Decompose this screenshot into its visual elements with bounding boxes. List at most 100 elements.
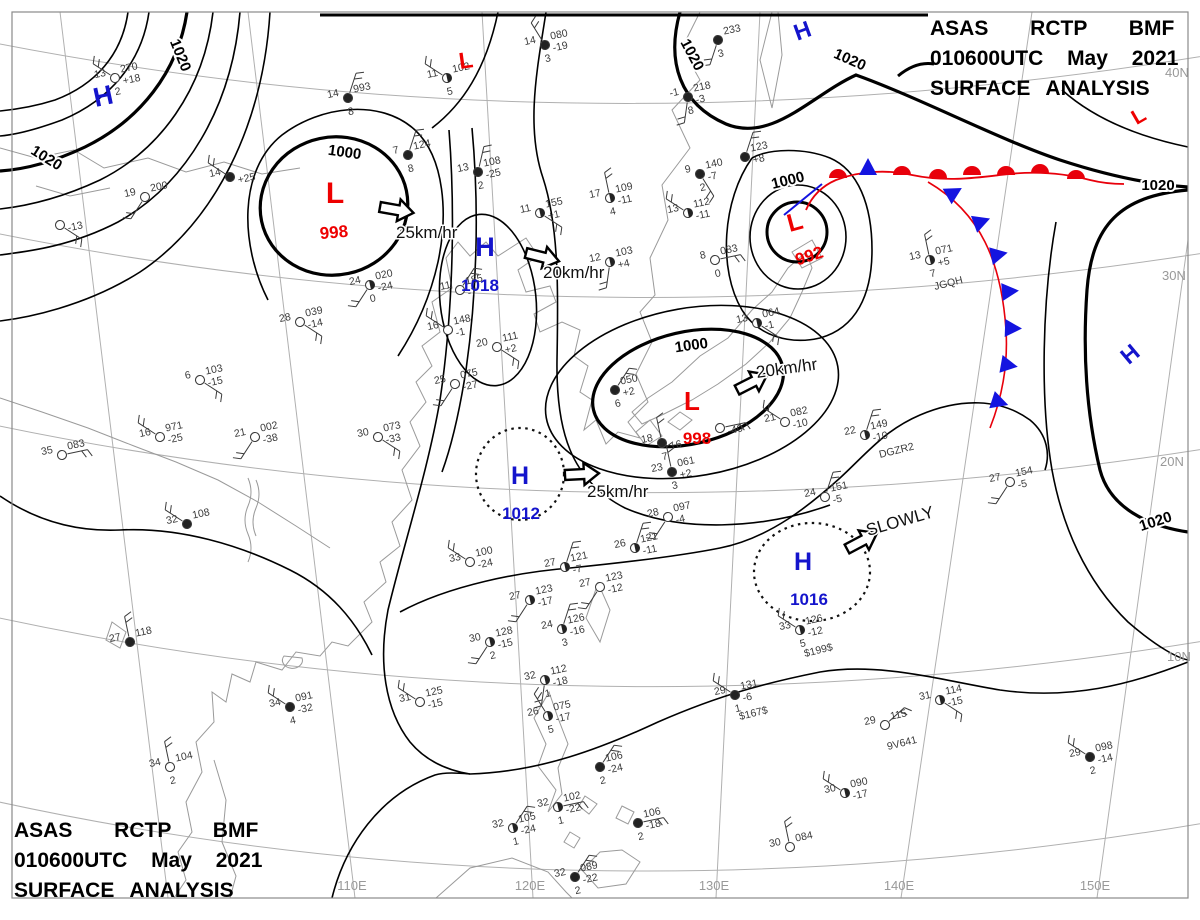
station-tendency: -5 (1017, 478, 1029, 492)
station-tendency: -22 (582, 871, 599, 886)
station-tendency: +2 (504, 342, 518, 356)
station-pressure: 080 (549, 27, 569, 42)
station-circle-icon (712, 34, 724, 46)
title-line-1: ASAS RCTP BMF (14, 819, 259, 842)
station-tendency: -10 (872, 429, 889, 444)
wind-barb-feather-icon (402, 683, 405, 692)
wind-barb-icon (566, 542, 574, 562)
station-temp: 32 (491, 817, 505, 831)
wind-barb-feather-icon (904, 707, 912, 712)
station-temp: 30 (768, 836, 782, 850)
station-plot: 30 128-152 (467, 624, 514, 665)
station-plot: 32 105-241 (491, 805, 537, 848)
latitude-label: 10N (1167, 649, 1191, 664)
wind-barb-feather-icon (511, 615, 520, 618)
center-pressure-value: 992 (793, 243, 826, 270)
movement-speed-label: SLOWLY (864, 502, 936, 539)
station-plot: 18 +67 (640, 412, 683, 463)
station-tendency: -5 (832, 493, 844, 507)
station-plot: 12 103+4 (588, 244, 634, 291)
wind-barb-feather-icon (827, 774, 830, 783)
station-circle-icon (464, 556, 476, 568)
movement-arrow-icon (563, 460, 601, 488)
wind-barb-icon (683, 102, 688, 123)
station-weather: 5 (446, 85, 454, 98)
station-temp: 32 (553, 866, 567, 880)
station-pressure: 105 (517, 810, 537, 825)
station-plot: 26 121-11 (613, 521, 659, 557)
wind-barb-feather-icon (555, 223, 558, 232)
wind-barb-feather-icon (355, 71, 365, 74)
station-temp: 24 (348, 274, 362, 288)
wind-barb-feather-icon (751, 136, 760, 139)
wind-barb-feather-icon (752, 130, 762, 133)
station-temp: 27 (578, 576, 592, 590)
station-half-cover-icon (609, 257, 615, 267)
station-plot: 11 185-7 (439, 267, 484, 299)
station-id: DGZR2 (878, 441, 916, 461)
station-weather: 2 (169, 774, 177, 787)
station-id: JGQH (933, 274, 964, 293)
station-tendency: -15 (947, 694, 964, 709)
cold-front-triangle-icon (999, 354, 1018, 373)
wind-barb-feather-icon (666, 441, 674, 447)
isobar-value-label: 1020 (166, 37, 194, 74)
station-pressure: 140 (704, 156, 724, 171)
station-plot: 9 140-72 (684, 156, 724, 204)
station-plot: 23 061+23 (650, 441, 696, 492)
movement-arrow-icon (377, 196, 416, 224)
station-circle-icon (1004, 476, 1016, 488)
station-half-cover-icon (539, 208, 545, 218)
station-circle-icon (284, 701, 296, 713)
station-plot: 33 100-24 (447, 539, 494, 571)
cold-front-triangle-icon (970, 215, 991, 233)
low-center-symbol: L (784, 207, 806, 238)
station-weather: 7 (661, 450, 669, 463)
station-temp: 14 (208, 166, 222, 180)
cold-front-triangle-icon (989, 247, 1008, 266)
station-circle-icon (224, 171, 236, 183)
map-frame (11, 11, 1189, 899)
wind-barb-feather-icon (577, 802, 583, 810)
warm-front-scallop-icon (929, 169, 947, 178)
station-plot: 27 154-5 (987, 464, 1034, 505)
station-plot: 8 083 0 (699, 242, 746, 280)
station-temp: 31 (918, 689, 932, 703)
station-plot: 30 090-17 (822, 770, 869, 802)
station-plot: 29 098-142 (1067, 734, 1114, 777)
station-circle-icon (294, 316, 306, 328)
wind-barb-icon (1067, 742, 1086, 755)
station-plot: 26 075-175 (526, 686, 572, 736)
station-plot: 32 102-221 (536, 789, 589, 827)
station-half-cover-icon (446, 73, 452, 83)
center-pressure-value: 998 (683, 429, 711, 448)
isobar-value-label: 1020 (677, 36, 708, 73)
station-circle-icon (139, 191, 151, 203)
station-weather: 2 (574, 884, 582, 897)
wind-barb-icon (702, 178, 715, 197)
station-pressure: 112 (549, 662, 568, 677)
station-weather: 0 (714, 267, 722, 280)
wind-barb-icon (382, 439, 401, 452)
center-pressure-value: 1016 (790, 590, 828, 609)
station-circle-icon (779, 416, 791, 428)
wind-barb-feather-icon (832, 470, 842, 473)
station-plot: 30 084 (768, 816, 814, 853)
wind-barb-feather-icon (220, 394, 223, 403)
station-plot: 27 123-12 (577, 569, 624, 610)
wind-barb-icon (617, 367, 630, 386)
wind-barb-feather-icon (777, 337, 780, 346)
station-temp: 28 (278, 311, 292, 325)
station-temp: 30 (823, 782, 837, 796)
station-weather: 5 (547, 723, 555, 736)
station-pressure: 108 (482, 154, 502, 169)
station-half-cover-icon (547, 711, 553, 721)
wind-barb-icon (826, 472, 834, 492)
station-pressure: 993 (352, 80, 372, 95)
wind-barb-feather-icon (507, 620, 516, 623)
station-plot: 25 075-27 (432, 366, 479, 407)
wind-barb-feather-icon (414, 134, 423, 137)
wind-barb-icon (92, 63, 111, 76)
wind-barb-feather-icon (605, 173, 613, 179)
